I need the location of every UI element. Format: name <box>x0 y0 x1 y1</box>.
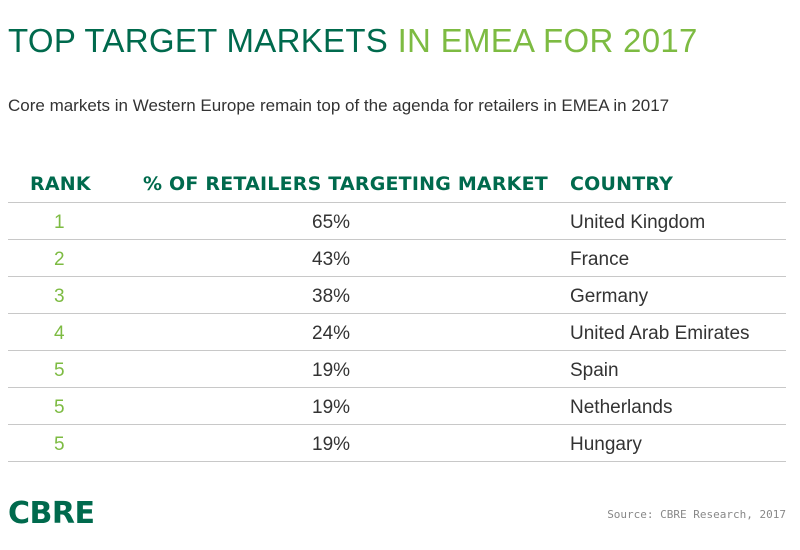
percent-cell: 38% <box>312 286 351 307</box>
header-country: COUNTRY <box>570 173 674 195</box>
table-row: 5 19% Netherlands <box>8 388 786 425</box>
subtitle: Core markets in Western Europe remain to… <box>8 96 670 115</box>
header-percent: % OF RETAILERS TARGETING MARKET <box>143 173 548 195</box>
table-row: 3 38% Germany <box>8 277 786 314</box>
country-cell: United Arab Emirates <box>570 323 750 344</box>
title-accent: IN EMEA FOR 2017 <box>397 22 698 59</box>
percent-cell: 43% <box>312 249 351 270</box>
country-cell: Hungary <box>570 434 642 455</box>
country-cell: Spain <box>570 360 619 381</box>
percent-cell: 24% <box>312 323 351 344</box>
percent-cell: 19% <box>312 397 351 418</box>
markets-table: RANK % OF RETAILERS TARGETING MARKET COU… <box>8 166 786 462</box>
page-title: TOP TARGET MARKETS IN EMEA FOR 2017 <box>8 22 698 60</box>
table-header: RANK % OF RETAILERS TARGETING MARKET COU… <box>8 166 786 203</box>
table-row: 5 19% Spain <box>8 351 786 388</box>
percent-cell: 19% <box>312 360 351 381</box>
source-note: Source: CBRE Research, 2017 <box>607 508 786 521</box>
table-row: 1 65% United Kingdom <box>8 203 786 240</box>
rank-cell: 5 <box>54 434 65 455</box>
percent-cell: 19% <box>312 434 351 455</box>
country-cell: Netherlands <box>570 397 673 418</box>
table-row: 4 24% United Arab Emirates <box>8 314 786 351</box>
rank-cell: 2 <box>54 249 65 270</box>
table-row: 2 43% France <box>8 240 786 277</box>
country-cell: France <box>570 249 630 270</box>
percent-cell: 65% <box>312 212 351 233</box>
table-body: 1 65% United Kingdom 2 43% France 3 38% Germany 4… <box>8 203 786 462</box>
country-cell: Germany <box>570 286 649 307</box>
rank-cell: 4 <box>54 323 65 344</box>
header-rank: RANK <box>30 173 91 195</box>
cbre-logo: CBRE <box>8 496 95 531</box>
country-cell: United Kingdom <box>570 212 706 233</box>
rank-cell: 5 <box>54 360 65 381</box>
rank-cell: 3 <box>54 286 65 307</box>
rank-cell: 1 <box>54 212 65 233</box>
table-row: 5 19% Hungary <box>8 425 786 462</box>
rank-cell: 5 <box>54 397 65 418</box>
title-main: TOP TARGET MARKETS <box>8 22 389 59</box>
